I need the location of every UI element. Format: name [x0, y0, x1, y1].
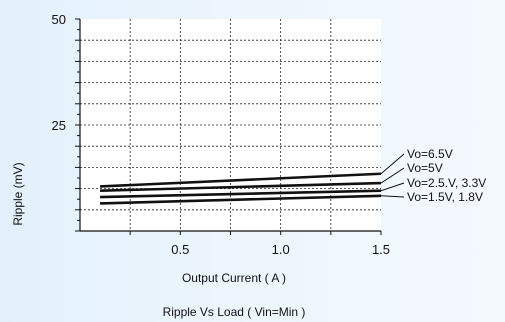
series-line — [100, 172, 382, 188]
series-label-leader — [380, 167, 405, 184]
series-line — [100, 189, 382, 199]
series-label: Vo=2.5.V, 3.3V — [407, 176, 486, 190]
series-line — [100, 181, 382, 193]
series-label-leader — [380, 182, 405, 192]
series-label: Vo=1.5V, 1.8V — [407, 190, 483, 204]
series-label-leader — [380, 153, 405, 175]
y-tick-label: 25 — [52, 118, 66, 133]
series-line — [100, 194, 382, 205]
x-axis-label: Output Current ( A ) — [182, 271, 286, 285]
tick-labels: 25 50 0.5 1.0 1.5 — [52, 12, 391, 257]
series-label: Vo=6.5V — [407, 147, 453, 161]
x-tick-label: 1.5 — [372, 242, 390, 257]
data-series — [100, 172, 382, 205]
y-axis-label: Ripple (mV) — [11, 162, 25, 225]
series-label-leader — [380, 195, 405, 198]
tick-marks — [75, 18, 382, 235]
x-tick-label: 1.0 — [272, 242, 290, 257]
series-label: Vo=5V — [407, 161, 443, 175]
x-tick-label: 0.5 — [171, 242, 189, 257]
y-tick-label: 50 — [52, 12, 66, 27]
chart-title: Ripple Vs Load ( Vin=Min ) — [163, 305, 306, 319]
